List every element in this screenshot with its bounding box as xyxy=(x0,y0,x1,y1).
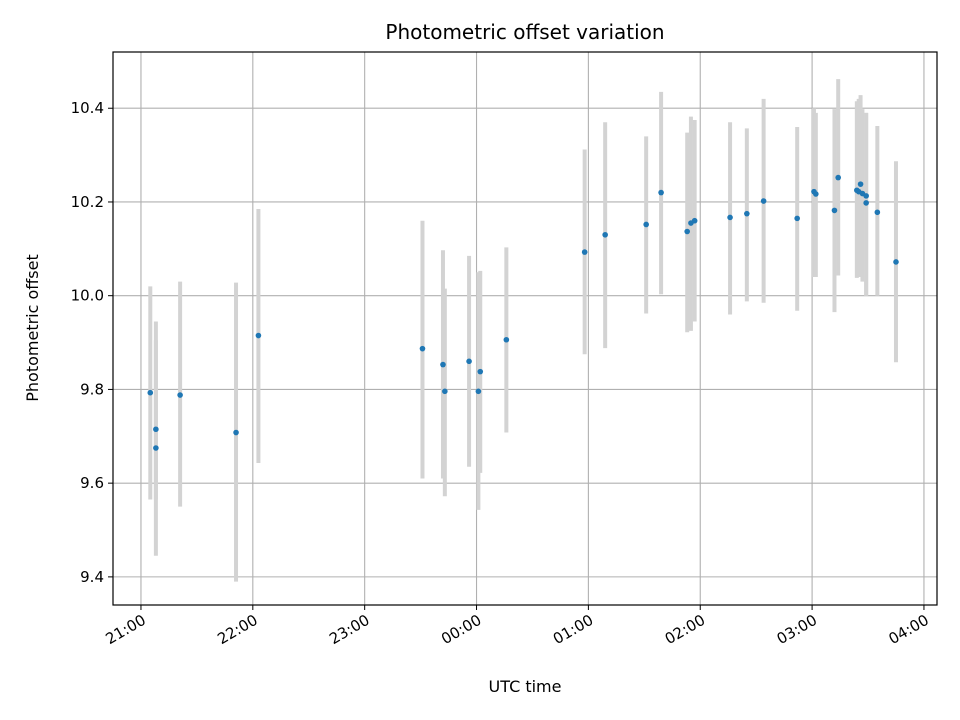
chart-title: Photometric offset variation xyxy=(385,20,664,44)
data-point xyxy=(863,200,869,206)
data-point xyxy=(419,345,426,352)
data-point xyxy=(153,445,159,451)
data-point xyxy=(727,214,733,221)
data-point xyxy=(602,231,608,238)
data-point xyxy=(831,207,838,214)
y-tick-label: 9.8 xyxy=(80,380,104,398)
data-point xyxy=(760,198,767,204)
y-tick-label: 10.4 xyxy=(71,99,104,117)
data-point xyxy=(813,191,819,197)
data-point xyxy=(744,210,750,217)
data-point xyxy=(153,426,159,433)
y-axis-label: Photometric offset xyxy=(23,254,42,402)
data-point xyxy=(643,221,649,228)
data-point xyxy=(835,174,841,181)
x-axis-label: UTC time xyxy=(489,677,562,696)
data-point xyxy=(255,332,262,339)
data-point xyxy=(477,368,484,375)
y-tick-label: 10.2 xyxy=(71,193,104,211)
data-point xyxy=(503,336,510,343)
data-point xyxy=(475,388,482,395)
data-points xyxy=(147,174,899,451)
data-point xyxy=(684,228,690,235)
y-axis: 9.4 9.6 9.8 10.0 10.2 10.4 xyxy=(71,99,113,586)
data-point xyxy=(857,181,864,187)
data-point xyxy=(658,189,664,196)
data-point xyxy=(794,215,800,222)
data-point xyxy=(466,358,472,365)
data-point xyxy=(581,249,588,255)
data-point xyxy=(177,392,183,398)
data-point xyxy=(440,361,446,368)
data-point xyxy=(691,217,698,224)
data-point xyxy=(863,193,869,199)
y-tick-label: 10.0 xyxy=(71,287,104,305)
grid xyxy=(113,52,937,605)
data-point xyxy=(442,388,448,395)
y-tick-label: 9.6 xyxy=(80,474,104,492)
data-point xyxy=(233,429,239,436)
data-point xyxy=(874,209,881,216)
data-point xyxy=(893,259,899,265)
data-point xyxy=(147,389,154,396)
y-tick-label: 9.4 xyxy=(80,568,104,586)
plot-frame xyxy=(112,51,938,606)
